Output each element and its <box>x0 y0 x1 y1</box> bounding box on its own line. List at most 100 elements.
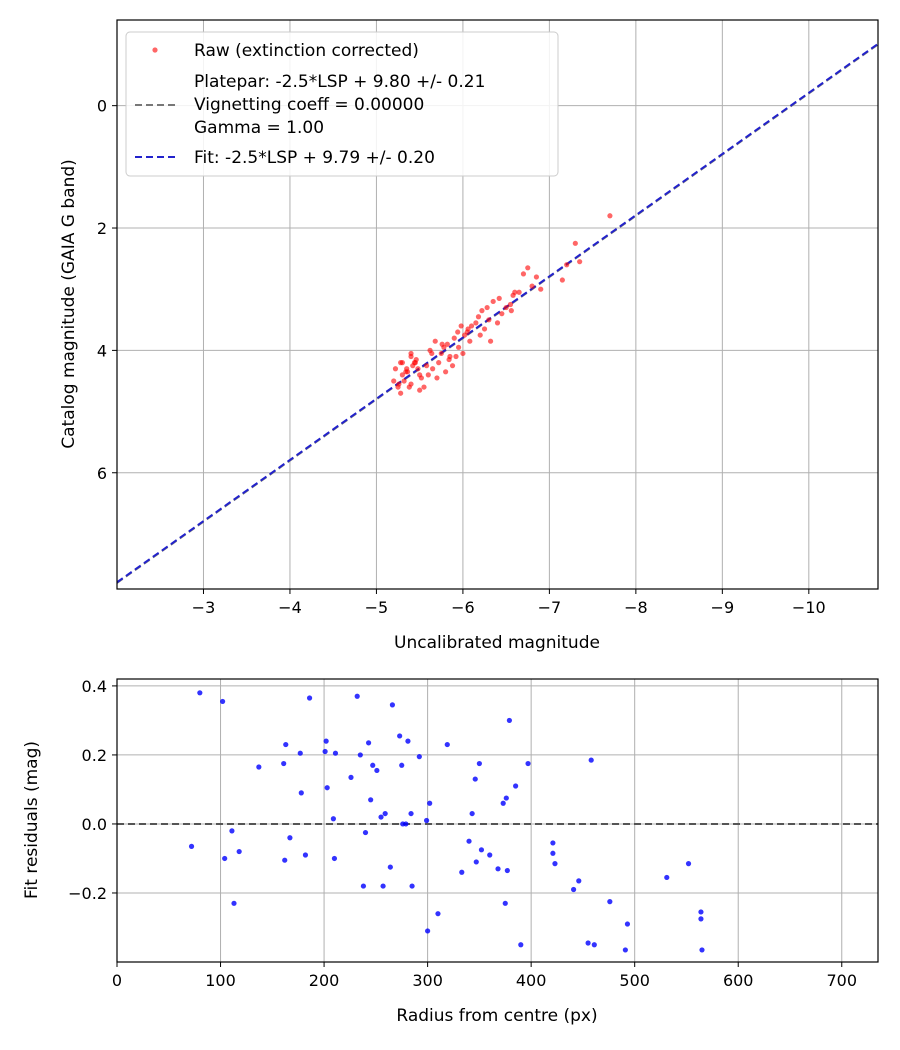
x-tick-label: 0 <box>112 971 122 990</box>
calibration-plot: −3 −4 −5 −6 −7 −8 −9 −10 0 2 4 6 Uncalibrated magn… <box>59 19 879 653</box>
x-tick-label: 700 <box>826 971 857 990</box>
data-point <box>298 790 304 796</box>
data-point <box>302 852 309 858</box>
data-point <box>417 387 423 393</box>
data-point <box>231 900 237 906</box>
data-point <box>197 690 203 696</box>
data-point <box>368 797 374 803</box>
data-point <box>408 810 414 817</box>
data-point <box>478 847 485 853</box>
data-point <box>429 350 435 357</box>
data-point <box>403 369 409 375</box>
data-point <box>389 702 396 708</box>
data-point <box>624 921 631 927</box>
data-point <box>436 360 442 366</box>
legend-vignetting-label: Vignetting coeff = 0.00000 <box>194 95 424 115</box>
bottom-y-axis-ticks: −0.2 0.0 0.2 0.4 <box>68 677 117 903</box>
legend-raw-label: Raw (extinction corrected) <box>194 41 419 61</box>
data-point <box>559 277 565 283</box>
x-tick-label: 300 <box>412 971 443 990</box>
data-point <box>306 695 313 701</box>
x-tick-label: −3 <box>192 598 216 617</box>
data-point <box>496 295 502 301</box>
data-point <box>469 810 475 817</box>
data-point <box>479 308 485 314</box>
x-tick-label: 100 <box>205 971 236 990</box>
top-fit-lines <box>117 43 878 584</box>
x-tick-label: −6 <box>451 598 475 617</box>
data-point <box>415 366 421 372</box>
y-tick-label: 0.2 <box>82 746 107 765</box>
data-point <box>453 353 459 360</box>
data-point <box>365 740 372 746</box>
data-point <box>443 369 449 375</box>
bottom-y-axis-label: Fit residuals (mag) <box>22 741 42 899</box>
data-point <box>533 274 540 280</box>
data-point <box>664 874 670 881</box>
data-point <box>513 783 519 789</box>
data-point <box>516 289 522 295</box>
data-point <box>495 866 501 872</box>
data-point <box>577 259 583 265</box>
data-point <box>698 909 704 915</box>
data-point <box>401 378 407 384</box>
data-point <box>585 940 591 946</box>
top-x-axis-label: Uncalibrated magnitude <box>394 633 600 653</box>
data-point <box>459 869 465 875</box>
data-point <box>487 338 494 344</box>
data-point <box>502 900 508 906</box>
data-point <box>322 748 328 755</box>
bottom-x-axis-label: Radius from centre (px) <box>396 1006 597 1026</box>
data-point <box>229 828 235 834</box>
data-point <box>331 855 338 862</box>
data-point <box>538 286 544 292</box>
data-point <box>466 838 472 844</box>
top-x-axis-ticks: −3 −4 −5 −6 −7 −8 −9 −10 <box>192 589 826 617</box>
data-point <box>576 878 582 884</box>
data-point <box>455 329 461 335</box>
data-point <box>572 240 578 246</box>
data-point <box>236 848 242 855</box>
data-point <box>460 350 466 357</box>
data-point <box>434 375 440 381</box>
data-point <box>508 308 514 314</box>
data-point <box>518 942 524 948</box>
data-point <box>451 335 457 341</box>
data-point <box>423 363 430 369</box>
x-tick-label: 200 <box>309 971 340 990</box>
x-tick-label: 400 <box>516 971 547 990</box>
data-point <box>405 738 411 744</box>
legend-platepar-label: Platepar: -2.5*LSP + 9.80 +/- 0.21 <box>194 72 485 92</box>
data-point <box>458 323 464 329</box>
data-point <box>571 886 577 893</box>
data-point <box>283 741 289 748</box>
x-tick-label: −10 <box>792 598 826 617</box>
data-point <box>435 911 441 917</box>
data-point <box>324 785 330 791</box>
data-point <box>418 375 424 381</box>
data-point <box>430 366 436 372</box>
data-point <box>607 899 613 905</box>
data-point <box>499 311 505 317</box>
data-point <box>622 947 628 953</box>
data-point <box>564 262 570 268</box>
data-point <box>282 857 288 863</box>
legend-box <box>125 31 559 177</box>
x-tick-label: −9 <box>711 598 735 617</box>
data-point <box>481 326 488 332</box>
y-tick-label: 0.4 <box>82 677 107 696</box>
data-point <box>484 304 490 311</box>
data-point <box>362 829 369 836</box>
data-point <box>685 861 692 867</box>
y-tick-label: 0.0 <box>82 815 107 834</box>
data-point <box>465 326 471 332</box>
x-tick-label: 600 <box>723 971 754 990</box>
residuals-plot: 0 100 200 300 400 500 600 700 −0.2 0.0 0.2 0.4 Rad… <box>22 677 879 1026</box>
data-point <box>409 883 415 889</box>
data-point <box>332 750 339 756</box>
data-point <box>357 752 363 758</box>
top-y-axis-ticks: 0 2 4 6 <box>97 97 117 483</box>
y-tick-label: −0.2 <box>68 884 107 903</box>
top-y-axis-label: Catalog magnitude (GAIA G band) <box>59 159 79 449</box>
data-point <box>476 760 482 767</box>
